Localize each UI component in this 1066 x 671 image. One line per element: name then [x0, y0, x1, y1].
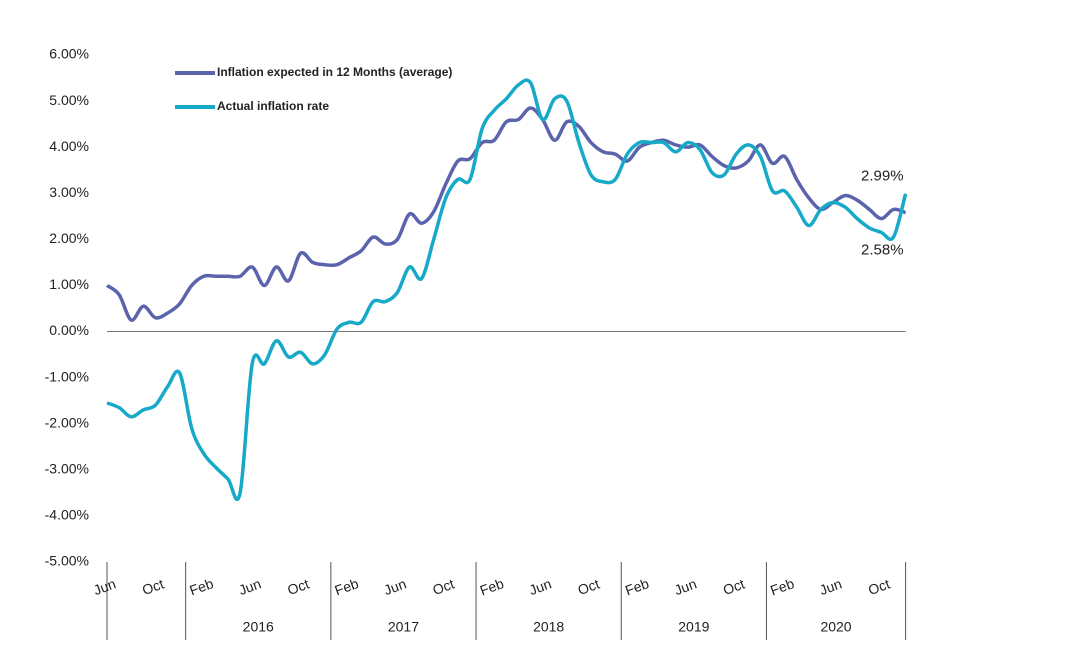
y-tick-label: -5.00% [45, 553, 89, 569]
x-tick-label: Oct [721, 576, 747, 599]
x-tick-label: Jun [91, 575, 118, 598]
legend-label: Inflation expected in 12 Months (average… [217, 65, 452, 79]
x-tick-label: Jun [382, 575, 409, 598]
year-label: 2017 [388, 619, 419, 635]
legend-label: Actual inflation rate [217, 99, 329, 113]
year-label: 2020 [820, 619, 851, 635]
y-tick-label: 1.00% [49, 276, 89, 292]
x-tick-label: Oct [576, 576, 602, 599]
x-tick-label: Oct [285, 576, 311, 599]
x-tick-label: Oct [430, 576, 456, 599]
y-tick-label: -1.00% [45, 368, 89, 384]
series-line [105, 106, 907, 322]
x-tick-label: Feb [768, 575, 796, 598]
y-tick-label: 4.00% [49, 138, 89, 154]
x-tick-label: Jun [236, 575, 263, 598]
y-tick-label: -3.00% [45, 461, 89, 477]
x-tick-label: Feb [623, 575, 651, 598]
data-label: 2.58% [861, 242, 904, 259]
y-tick-label: 6.00% [49, 46, 89, 62]
y-tick-label: 0.00% [49, 322, 89, 338]
x-tick-label: Feb [478, 575, 506, 598]
x-tick-label: Jun [527, 575, 554, 598]
x-tick-label: Oct [866, 576, 892, 599]
y-tick-label: 5.00% [49, 92, 89, 108]
x-tick-label: Feb [187, 575, 215, 598]
year-label: 2019 [678, 619, 709, 635]
y-tick-label: -2.00% [45, 414, 89, 430]
x-tick-label: Jun [817, 575, 844, 598]
y-tick-label: 2.00% [49, 230, 89, 246]
series-line [106, 78, 908, 502]
x-tick-label: Feb [332, 575, 360, 598]
year-label: 2016 [243, 619, 274, 635]
year-label: 2018 [533, 619, 564, 635]
data-label: 2.99% [861, 168, 904, 185]
x-tick-label: Jun [672, 575, 699, 598]
x-tick-label: Oct [140, 576, 166, 599]
y-tick-label: 3.00% [49, 184, 89, 200]
y-tick-label: -4.00% [45, 507, 89, 523]
